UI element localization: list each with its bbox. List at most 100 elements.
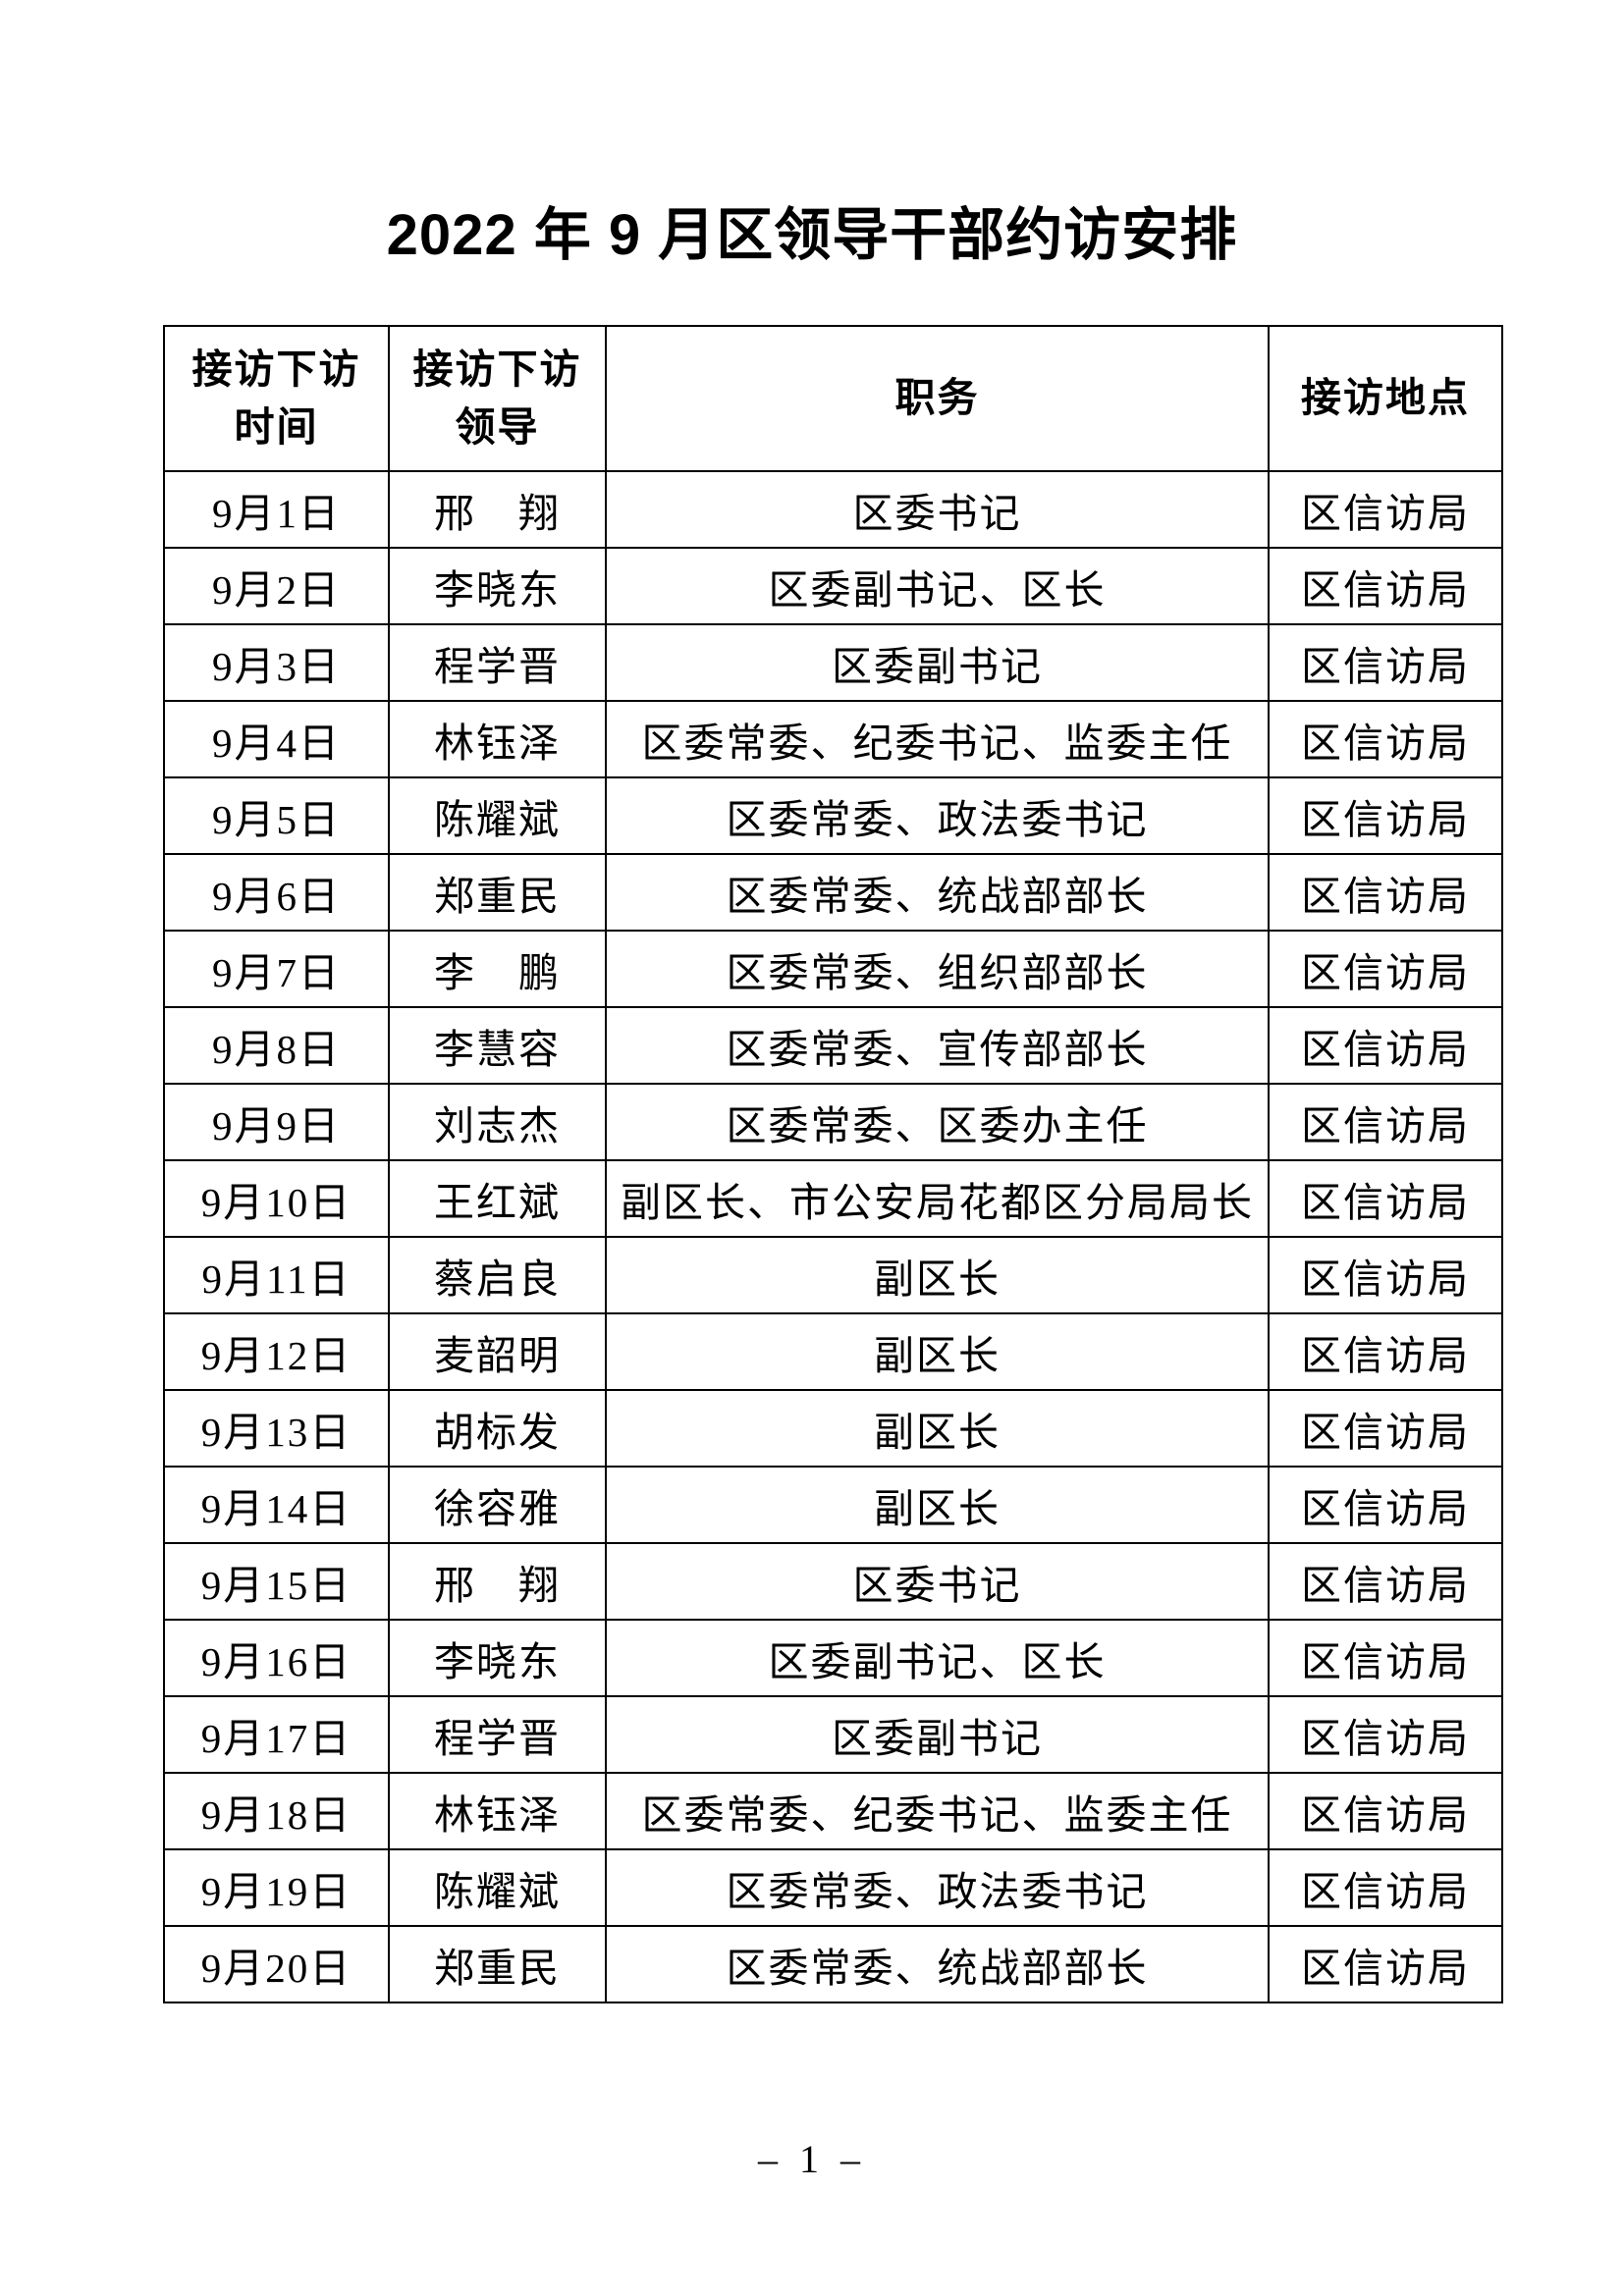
column-header-visit-location: 接访地点 (1268, 325, 1503, 472)
table-row: 9月3日 程学晋 区委副书记 区信访局 (163, 623, 1503, 702)
cell-visit-date: 9月17日 (163, 1695, 390, 1774)
table-row: 9月13日 胡标发 副区长 区信访局 (163, 1389, 1503, 1468)
cell-visit-location: 区信访局 (1268, 1925, 1503, 2003)
cell-visit-date: 9月7日 (163, 930, 390, 1008)
table-row: 9月9日 刘志杰 区委常委、区委办主任 区信访局 (163, 1083, 1503, 1161)
cell-visit-leader: 程学晋 (388, 623, 607, 702)
cell-visit-location: 区信访局 (1268, 1772, 1503, 1850)
cell-visit-date: 9月15日 (163, 1542, 390, 1621)
cell-visit-date: 9月12日 (163, 1312, 390, 1391)
cell-visit-location: 区信访局 (1268, 1006, 1503, 1085)
cell-visit-location: 区信访局 (1268, 1159, 1503, 1238)
cell-visit-location: 区信访局 (1268, 1695, 1503, 1774)
cell-visit-date: 9月9日 (163, 1083, 390, 1161)
table-row: 9月16日 李晓东 区委副书记、区长 区信访局 (163, 1619, 1503, 1697)
column-header-position: 职务 (605, 325, 1270, 472)
cell-visit-date: 9月2日 (163, 547, 390, 625)
cell-position: 副区长 (605, 1466, 1270, 1544)
cell-position: 区委常委、统战部部长 (605, 853, 1270, 932)
cell-position: 副区长、市公安局花都区分局局长 (605, 1159, 1270, 1238)
cell-visit-location: 区信访局 (1268, 1236, 1503, 1314)
cell-visit-leader: 邢 翔 (388, 470, 607, 549)
table-row: 9月11日 蔡启良 副区长 区信访局 (163, 1236, 1503, 1314)
cell-visit-location: 区信访局 (1268, 470, 1503, 549)
cell-visit-location: 区信访局 (1268, 930, 1503, 1008)
cell-visit-date: 9月19日 (163, 1848, 390, 1927)
cell-visit-date: 9月6日 (163, 853, 390, 932)
cell-position: 区委常委、政法委书记 (605, 1848, 1270, 1927)
cell-visit-leader: 郑重民 (388, 853, 607, 932)
table-row: 9月7日 李 鹏 区委常委、组织部部长 区信访局 (163, 930, 1503, 1008)
cell-visit-leader: 刘志杰 (388, 1083, 607, 1161)
table-row: 9月14日 徐容雅 副区长 区信访局 (163, 1466, 1503, 1544)
cell-visit-date: 9月8日 (163, 1006, 390, 1085)
cell-position: 副区长 (605, 1312, 1270, 1391)
table-row: 9月18日 林钰泽 区委常委、纪委书记、监委主任 区信访局 (163, 1772, 1503, 1850)
cell-position: 区委常委、区委办主任 (605, 1083, 1270, 1161)
cell-position: 区委常委、宣传部部长 (605, 1006, 1270, 1085)
column-header-visit-leader: 接访下访 领导 (388, 325, 607, 472)
cell-position: 副区长 (605, 1389, 1270, 1468)
cell-visit-location: 区信访局 (1268, 1466, 1503, 1544)
cell-visit-leader: 林钰泽 (388, 700, 607, 778)
cell-visit-leader: 王红斌 (388, 1159, 607, 1238)
cell-position: 区委副书记、区长 (605, 1619, 1270, 1697)
cell-position: 区委副书记 (605, 1695, 1270, 1774)
table-row: 9月12日 麦韶明 副区长 区信访局 (163, 1312, 1503, 1391)
table-row: 9月15日 邢 翔 区委书记 区信访局 (163, 1542, 1503, 1621)
table-row: 9月20日 郑重民 区委常委、统战部部长 区信访局 (163, 1925, 1503, 2003)
cell-visit-date: 9月18日 (163, 1772, 390, 1850)
document-title: 2022 年 9 月区领导干部约访安排 (386, 203, 1238, 267)
table-row: 9月6日 郑重民 区委常委、统战部部长 区信访局 (163, 853, 1503, 932)
cell-visit-location: 区信访局 (1268, 1083, 1503, 1161)
cell-visit-leader: 李晓东 (388, 547, 607, 625)
cell-visit-leader: 林钰泽 (388, 1772, 607, 1850)
cell-visit-date: 9月1日 (163, 470, 390, 549)
cell-position: 副区长 (605, 1236, 1270, 1314)
table-row: 9月5日 陈耀斌 区委常委、政法委书记 区信访局 (163, 776, 1503, 855)
cell-visit-leader: 陈耀斌 (388, 776, 607, 855)
cell-visit-date: 9月20日 (163, 1925, 390, 2003)
table-row: 9月2日 李晓东 区委副书记、区长 区信访局 (163, 547, 1503, 625)
table-header: 接访下访 时间 接访下访 领导 职务 接访地点 (163, 325, 1503, 472)
cell-visit-date: 9月4日 (163, 700, 390, 778)
cell-visit-location: 区信访局 (1268, 623, 1503, 702)
cell-visit-leader: 邢 翔 (388, 1542, 607, 1621)
cell-visit-location: 区信访局 (1268, 1312, 1503, 1391)
cell-visit-location: 区信访局 (1268, 853, 1503, 932)
cell-visit-location: 区信访局 (1268, 1619, 1503, 1697)
cell-visit-date: 9月16日 (163, 1619, 390, 1697)
table-row: 9月8日 李慧容 区委常委、宣传部部长 区信访局 (163, 1006, 1503, 1085)
table-row: 9月1日 邢 翔 区委书记 区信访局 (163, 470, 1503, 549)
cell-visit-location: 区信访局 (1268, 776, 1503, 855)
cell-position: 区委副书记、区长 (605, 547, 1270, 625)
cell-visit-leader: 李 鹏 (388, 930, 607, 1008)
table-body: 9月1日 邢 翔 区委书记 区信访局 9月2日 李晓东 区委副书记、区长 区信访… (163, 470, 1503, 2003)
cell-visit-date: 9月14日 (163, 1466, 390, 1544)
cell-visit-leader: 麦韶明 (388, 1312, 607, 1391)
cell-visit-location: 区信访局 (1268, 547, 1503, 625)
cell-position: 区委常委、统战部部长 (605, 1925, 1270, 2003)
cell-visit-leader: 程学晋 (388, 1695, 607, 1774)
cell-visit-date: 9月13日 (163, 1389, 390, 1468)
header-row: 接访下访 时间 接访下访 领导 职务 接访地点 (163, 325, 1503, 472)
cell-position: 区委常委、组织部部长 (605, 930, 1270, 1008)
cell-visit-location: 区信访局 (1268, 700, 1503, 778)
cell-visit-leader: 李晓东 (388, 1619, 607, 1697)
cell-visit-date: 9月3日 (163, 623, 390, 702)
cell-visit-date: 9月5日 (163, 776, 390, 855)
table-row: 9月10日 王红斌 副区长、市公安局花都区分局局长 区信访局 (163, 1159, 1503, 1238)
cell-position: 区委常委、政法委书记 (605, 776, 1270, 855)
schedule-table: 接访下访 时间 接访下访 领导 职务 接访地点 9月1日 邢 翔 区委书记 区信… (163, 325, 1503, 2003)
cell-visit-leader: 郑重民 (388, 1925, 607, 2003)
cell-visit-location: 区信访局 (1268, 1389, 1503, 1468)
cell-position: 区委常委、纪委书记、监委主任 (605, 700, 1270, 778)
cell-visit-leader: 徐容雅 (388, 1466, 607, 1544)
cell-visit-location: 区信访局 (1268, 1848, 1503, 1927)
cell-position: 区委书记 (605, 1542, 1270, 1621)
page-number: – 1 – (758, 2137, 866, 2181)
cell-visit-leader: 李慧容 (388, 1006, 607, 1085)
cell-position: 区委书记 (605, 470, 1270, 549)
schedule-table-container: 接访下访 时间 接访下访 领导 职务 接访地点 9月1日 邢 翔 区委书记 区信… (163, 325, 1503, 2003)
